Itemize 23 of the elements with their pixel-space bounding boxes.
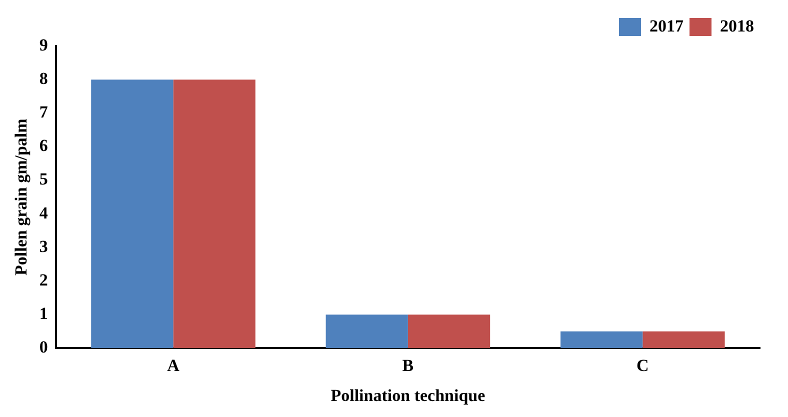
bar — [560, 331, 643, 348]
y-tick-label: 8 — [39, 68, 48, 88]
legend-label: 2018 — [720, 16, 754, 36]
x-tick-label: A — [167, 356, 180, 375]
y-tick-label: 3 — [39, 236, 48, 256]
y-axis-title: Pollen grain gm/palm — [12, 118, 31, 276]
y-tick-label: 7 — [39, 102, 48, 122]
y-tick-label: 5 — [39, 170, 48, 189]
bar — [642, 331, 725, 348]
bar — [173, 80, 256, 348]
bar — [408, 314, 490, 348]
y-tick-label: 1 — [39, 304, 48, 324]
y-tick-label: 4 — [39, 203, 48, 222]
y-tick-label: 6 — [39, 136, 48, 156]
y-tick-label: 0 — [39, 338, 48, 357]
x-axis-title: Pollination technique — [330, 386, 486, 406]
y-tick-label: 9 — [39, 35, 48, 54]
x-tick-label: C — [636, 356, 649, 375]
bar — [91, 80, 174, 348]
y-tick-label: 2 — [39, 270, 48, 290]
x-tick-label: B — [402, 356, 414, 375]
legend-label: 2017 — [650, 16, 684, 36]
bar — [326, 314, 408, 348]
